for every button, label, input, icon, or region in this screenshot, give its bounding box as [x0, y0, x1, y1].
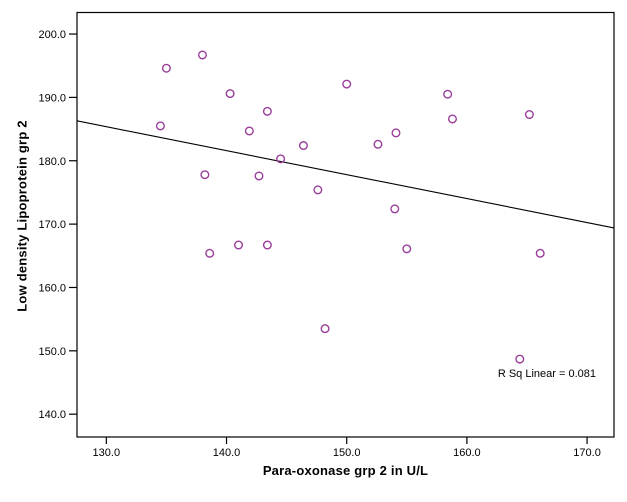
x-tick-label: 150.0 — [333, 447, 361, 459]
data-point — [262, 240, 272, 250]
y-tick-label: 200.0 — [38, 29, 66, 41]
data-point — [515, 354, 525, 364]
r-squared-annotation: R Sq Linear = 0.081 — [497, 368, 596, 380]
x-tick-label: 170.0 — [573, 447, 601, 459]
y-tick-label: 190.0 — [38, 92, 66, 104]
data-point — [390, 204, 400, 214]
data-point — [391, 128, 401, 138]
data-point — [244, 126, 254, 136]
data-point — [524, 110, 534, 120]
x-tick-label: 160.0 — [453, 447, 481, 459]
regression-line — [76, 120, 615, 229]
data-point — [320, 324, 330, 334]
data-point — [298, 141, 308, 151]
plot-frame — [76, 11, 615, 438]
data-point — [276, 154, 286, 164]
data-point — [225, 89, 235, 99]
data-point — [313, 185, 323, 195]
data-point — [254, 171, 264, 181]
data-point — [161, 63, 171, 73]
y-axis-title-text: Low density Lipoprotein grp 2 — [14, 120, 30, 312]
y-tick-label: 150.0 — [38, 346, 66, 358]
y-tick-label: 170.0 — [38, 219, 66, 231]
x-tick-label: 140.0 — [213, 447, 241, 459]
x-tick-label: 130.0 — [93, 447, 121, 459]
data-point — [200, 170, 210, 180]
data-point — [535, 248, 545, 258]
data-point — [373, 139, 383, 149]
y-tick-label: 140.0 — [38, 409, 66, 421]
x-axis-title: Para-oxonase grp 2 in U/L — [262, 463, 429, 478]
data-point — [402, 244, 412, 254]
data-point — [234, 240, 244, 250]
y-tick-label: 160.0 — [38, 282, 66, 294]
data-point — [447, 114, 457, 124]
y-tick-label: 180.0 — [38, 156, 66, 168]
data-point — [155, 121, 165, 131]
data-point — [262, 106, 272, 116]
data-point — [197, 50, 207, 60]
data-point — [342, 79, 352, 89]
data-point — [443, 89, 453, 99]
data-point — [205, 248, 215, 258]
